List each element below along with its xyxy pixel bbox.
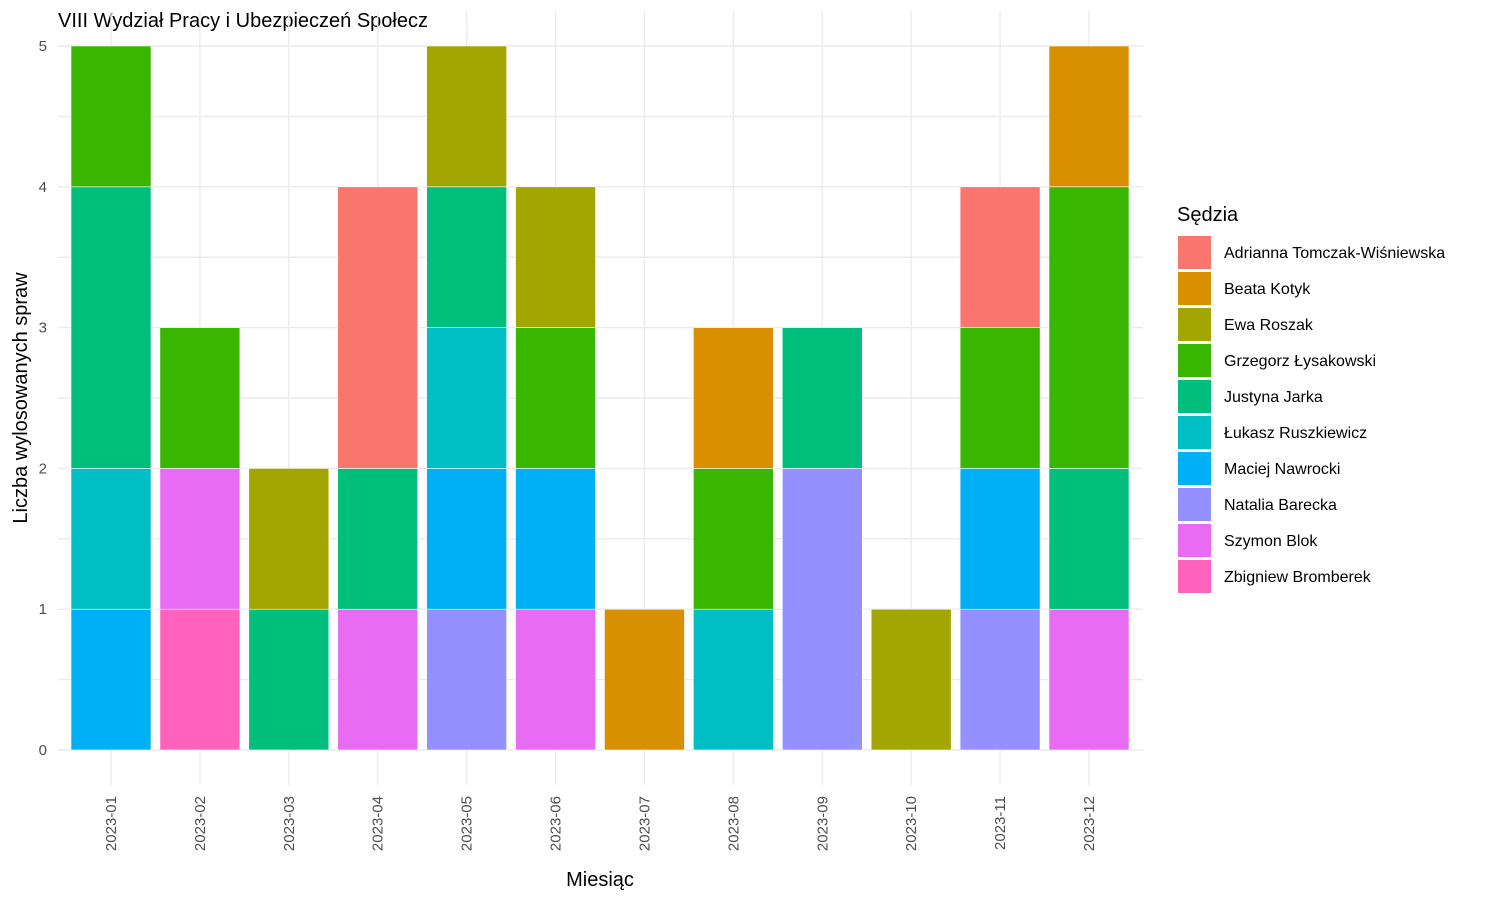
legend-items: Adrianna Tomczak-Wiśniewska Beata Kotyk Ew… — [1178, 236, 1445, 593]
y-tick-label: 4 — [39, 179, 47, 196]
bar-segment — [426, 45, 507, 188]
legend-key — [1178, 272, 1211, 305]
bar-segment — [781, 468, 863, 751]
bar-segment — [693, 468, 774, 610]
bar-segment — [604, 608, 685, 751]
bar-segment — [70, 45, 152, 188]
legend-label: Beata Kotyk — [1224, 281, 1311, 298]
legend-key — [1178, 488, 1211, 521]
bar-segment — [70, 608, 152, 751]
x-tick-label: 2023-10 — [903, 796, 920, 851]
legend-label: Szymon Blok — [1224, 533, 1318, 550]
bar-segment — [70, 468, 152, 610]
bar-segment — [1048, 45, 1130, 188]
x-tick-label: 2023-05 — [459, 796, 476, 851]
x-tick-label: 2023-06 — [548, 796, 565, 851]
x-tick-label: 2023-03 — [281, 796, 298, 851]
x-tick-label: 2023-11 — [992, 796, 1009, 850]
x-tick-label: 2023-09 — [814, 796, 831, 851]
legend-key — [1178, 236, 1211, 269]
bar-segment — [959, 468, 1041, 610]
legend-key — [1178, 524, 1211, 557]
x-tick-label: 2023-08 — [725, 796, 742, 851]
x-axis-ticks: 2023-01 2023-02 2023-03 2023-04 2023-05 2023-… — [103, 796, 1098, 851]
bar-segment — [337, 468, 419, 610]
x-axis-title: Miesiąc — [566, 869, 634, 891]
bar-segment — [248, 468, 330, 610]
y-tick-label: 2 — [39, 460, 47, 477]
y-tick-label: 3 — [39, 320, 47, 337]
bar-segment — [870, 608, 952, 751]
legend-label: Maciej Nawrocki — [1224, 461, 1340, 478]
bar-segment — [337, 186, 419, 469]
legend-label: Grzegorz Łysakowski — [1224, 353, 1376, 370]
legend-label: Zbigniew Bromberek — [1224, 569, 1372, 586]
legend-key — [1178, 560, 1211, 593]
bar-segment — [1048, 608, 1130, 751]
bar-segment — [693, 608, 774, 751]
x-tick-label: 2023-02 — [192, 796, 209, 851]
bar-segment — [693, 327, 774, 469]
bar-segment — [1048, 186, 1130, 469]
bar-segment — [1048, 468, 1130, 610]
bar-segment — [781, 327, 863, 469]
legend: Sędzia Adrianna Tomczak-Wiśniewska Beata … — [1177, 204, 1445, 593]
bar-segment — [426, 327, 507, 469]
bar-segment — [959, 327, 1041, 469]
bar-segment — [159, 327, 241, 469]
legend-key — [1178, 344, 1211, 377]
chart-title: VIII Wydział Pracy i Ubezpieczeń Społecz — [58, 10, 428, 32]
y-tick-label: 1 — [39, 601, 47, 618]
bar-segment — [515, 186, 596, 328]
x-tick-label: 2023-04 — [370, 796, 387, 851]
y-axis-ticks: 0 1 2 3 4 5 — [39, 38, 47, 759]
bar-segment — [70, 186, 152, 469]
bar-segment — [248, 608, 330, 751]
bars — [70, 45, 1130, 751]
legend-key — [1178, 308, 1211, 341]
y-tick-label: 5 — [39, 38, 47, 55]
legend-title: Sędzia — [1177, 204, 1239, 226]
legend-key — [1178, 452, 1211, 485]
legend-key — [1178, 416, 1211, 449]
bar-segment — [426, 468, 507, 610]
bar-segment — [959, 186, 1041, 328]
bar-segment — [159, 468, 241, 610]
bar-segment — [515, 327, 596, 469]
bar-segment — [337, 608, 419, 751]
x-tick-label: 2023-12 — [1081, 796, 1098, 851]
legend-label: Łukasz Ruszkiewicz — [1224, 425, 1367, 442]
x-tick-label: 2023-07 — [636, 796, 653, 851]
legend-label: Adrianna Tomczak-Wiśniewska — [1224, 245, 1445, 262]
bar-segment — [159, 608, 241, 751]
legend-key — [1178, 380, 1211, 413]
bar-segment — [959, 608, 1041, 751]
legend-label: Justyna Jarka — [1224, 389, 1323, 406]
bar-segment — [515, 608, 596, 751]
y-tick-label: 0 — [39, 742, 47, 759]
legend-label: Natalia Barecka — [1224, 497, 1337, 514]
legend-label: Ewa Roszak — [1224, 317, 1314, 334]
bar-segment — [426, 186, 507, 328]
bar-segment — [426, 608, 507, 751]
bar-segment — [515, 468, 596, 610]
y-axis-title: Liczba wylosowanych spraw — [10, 272, 32, 524]
x-tick-label: 2023-01 — [103, 796, 120, 851]
